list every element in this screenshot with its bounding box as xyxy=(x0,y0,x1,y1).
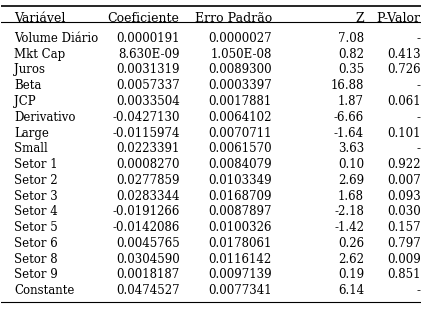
Text: 0.030: 0.030 xyxy=(387,205,421,218)
Text: Z: Z xyxy=(355,12,364,25)
Text: 0.0077341: 0.0077341 xyxy=(208,284,272,297)
Text: Constante: Constante xyxy=(14,284,74,297)
Text: 0.0474527: 0.0474527 xyxy=(116,284,179,297)
Text: 0.061: 0.061 xyxy=(387,95,421,108)
Text: 0.35: 0.35 xyxy=(338,64,364,76)
Text: Variável: Variável xyxy=(14,12,65,25)
Text: -1.64: -1.64 xyxy=(334,126,364,140)
Text: 0.0008270: 0.0008270 xyxy=(116,158,179,171)
Text: 1.87: 1.87 xyxy=(338,95,364,108)
Text: -: - xyxy=(417,142,421,155)
Text: 0.922: 0.922 xyxy=(387,158,421,171)
Text: Setor 1: Setor 1 xyxy=(14,158,57,171)
Text: 0.101: 0.101 xyxy=(387,126,421,140)
Text: 0.0017881: 0.0017881 xyxy=(208,95,272,108)
Text: 0.726: 0.726 xyxy=(387,64,421,76)
Text: Setor 8: Setor 8 xyxy=(14,253,57,266)
Text: 0.0277859: 0.0277859 xyxy=(116,174,179,187)
Text: 0.0087897: 0.0087897 xyxy=(208,205,272,218)
Text: P-Valor: P-Valor xyxy=(376,12,421,25)
Text: -0.0427130: -0.0427130 xyxy=(112,111,179,124)
Text: Juros: Juros xyxy=(14,64,45,76)
Text: Mkt Cap: Mkt Cap xyxy=(14,48,65,61)
Text: 0.0089300: 0.0089300 xyxy=(208,64,272,76)
Text: 0.0084079: 0.0084079 xyxy=(208,158,272,171)
Text: 1.050E-08: 1.050E-08 xyxy=(211,48,272,61)
Text: 0.0018187: 0.0018187 xyxy=(116,268,179,281)
Text: Setor 3: Setor 3 xyxy=(14,190,58,203)
Text: Setor 4: Setor 4 xyxy=(14,205,58,218)
Text: JCP: JCP xyxy=(14,95,35,108)
Text: -1.42: -1.42 xyxy=(334,221,364,234)
Text: 0.0000027: 0.0000027 xyxy=(208,32,272,45)
Text: 0.0103349: 0.0103349 xyxy=(208,174,272,187)
Text: -6.66: -6.66 xyxy=(334,111,364,124)
Text: 0.0000191: 0.0000191 xyxy=(116,32,179,45)
Text: -2.18: -2.18 xyxy=(334,205,364,218)
Text: Small: Small xyxy=(14,142,48,155)
Text: Coeficiente: Coeficiente xyxy=(108,12,179,25)
Text: -: - xyxy=(417,32,421,45)
Text: 0.0064102: 0.0064102 xyxy=(208,111,272,124)
Text: 0.0045765: 0.0045765 xyxy=(116,237,179,250)
Text: Setor 5: Setor 5 xyxy=(14,221,58,234)
Text: 3.63: 3.63 xyxy=(338,142,364,155)
Text: 0.0033504: 0.0033504 xyxy=(116,95,179,108)
Text: 0.0100326: 0.0100326 xyxy=(208,221,272,234)
Text: 7.08: 7.08 xyxy=(338,32,364,45)
Text: -: - xyxy=(417,79,421,92)
Text: -0.0191266: -0.0191266 xyxy=(112,205,179,218)
Text: Setor 2: Setor 2 xyxy=(14,174,57,187)
Text: 0.0304590: 0.0304590 xyxy=(116,253,179,266)
Text: Setor 9: Setor 9 xyxy=(14,268,58,281)
Text: Setor 6: Setor 6 xyxy=(14,237,58,250)
Text: -0.0142086: -0.0142086 xyxy=(112,221,179,234)
Text: 0.851: 0.851 xyxy=(387,268,421,281)
Text: 0.0097139: 0.0097139 xyxy=(208,268,272,281)
Text: 0.0057337: 0.0057337 xyxy=(116,79,179,92)
Text: Volume Diário: Volume Diário xyxy=(14,32,98,45)
Text: Large: Large xyxy=(14,126,49,140)
Text: 0.0003397: 0.0003397 xyxy=(208,79,272,92)
Text: 0.797: 0.797 xyxy=(387,237,421,250)
Text: 0.0070711: 0.0070711 xyxy=(208,126,272,140)
Text: 0.10: 0.10 xyxy=(338,158,364,171)
Text: 0.0283344: 0.0283344 xyxy=(116,190,179,203)
Text: 0.19: 0.19 xyxy=(338,268,364,281)
Text: 0.0223391: 0.0223391 xyxy=(116,142,179,155)
Text: 0.0116142: 0.0116142 xyxy=(208,253,272,266)
Text: 0.157: 0.157 xyxy=(387,221,421,234)
Text: -0.0115974: -0.0115974 xyxy=(112,126,179,140)
Text: -: - xyxy=(417,111,421,124)
Text: 0.82: 0.82 xyxy=(338,48,364,61)
Text: 0.093: 0.093 xyxy=(387,190,421,203)
Text: Derivativo: Derivativo xyxy=(14,111,76,124)
Text: 6.14: 6.14 xyxy=(338,284,364,297)
Text: 0.009: 0.009 xyxy=(387,253,421,266)
Text: 16.88: 16.88 xyxy=(331,79,364,92)
Text: 0.0178061: 0.0178061 xyxy=(208,237,272,250)
Text: 8.630E-09: 8.630E-09 xyxy=(118,48,179,61)
Text: -: - xyxy=(417,284,421,297)
Text: 0.0168709: 0.0168709 xyxy=(208,190,272,203)
Text: Erro Padrão: Erro Padrão xyxy=(195,12,272,25)
Text: 2.69: 2.69 xyxy=(338,174,364,187)
Text: 0.413: 0.413 xyxy=(387,48,421,61)
Text: 0.0061570: 0.0061570 xyxy=(208,142,272,155)
Text: Beta: Beta xyxy=(14,79,41,92)
Text: 1.68: 1.68 xyxy=(338,190,364,203)
Text: 2.62: 2.62 xyxy=(338,253,364,266)
Text: 0.26: 0.26 xyxy=(338,237,364,250)
Text: 0.0031319: 0.0031319 xyxy=(116,64,179,76)
Text: 0.007: 0.007 xyxy=(387,174,421,187)
